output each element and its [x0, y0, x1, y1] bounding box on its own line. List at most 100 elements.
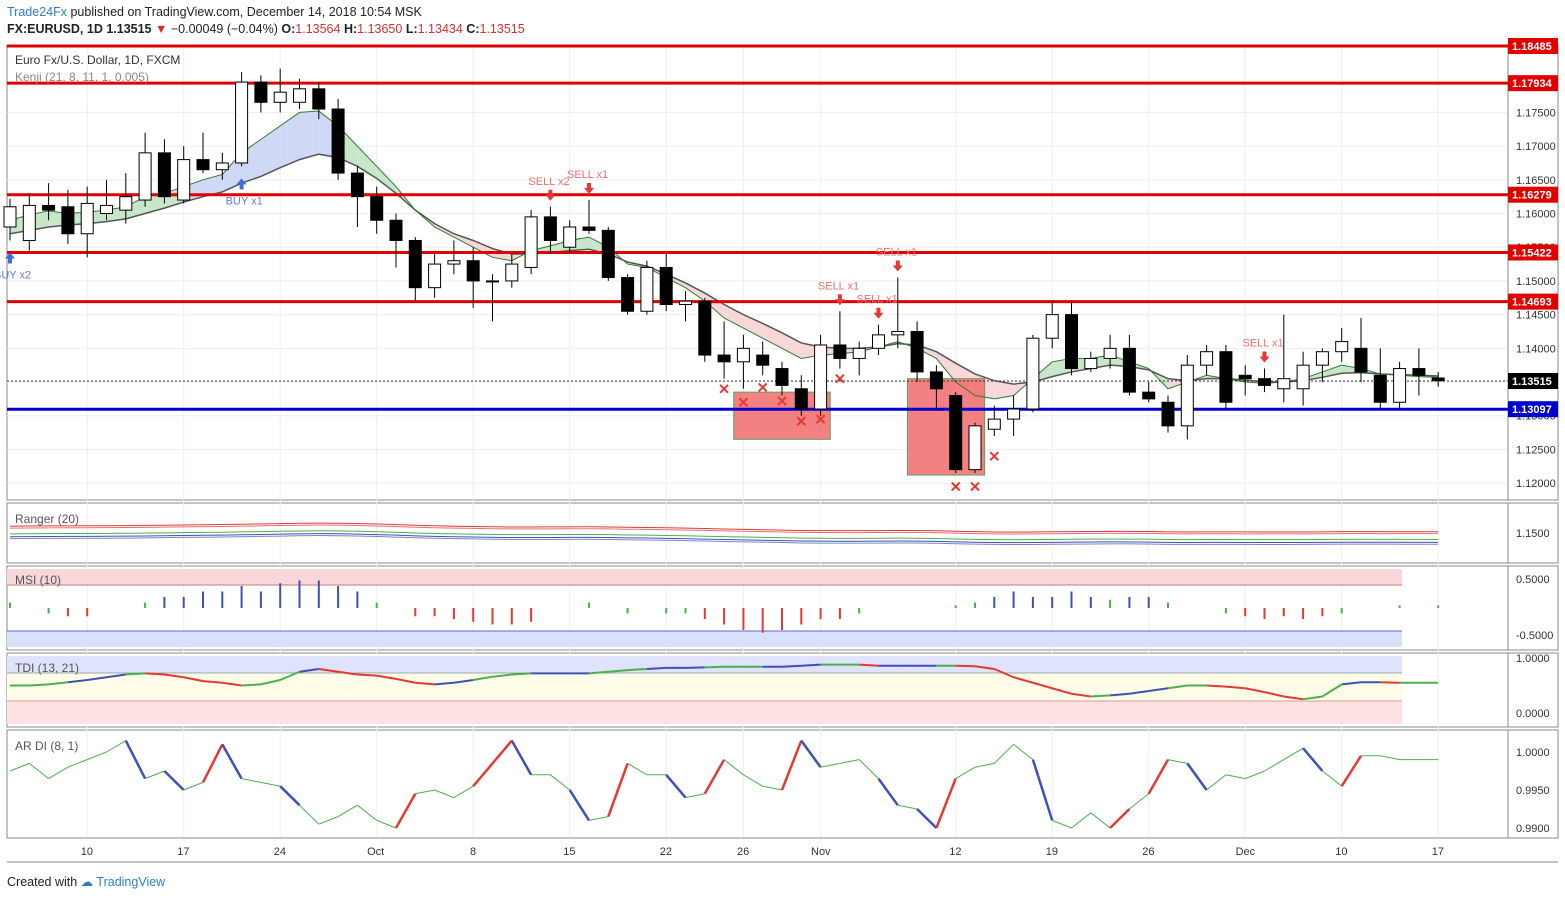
ardi-line-segment	[1090, 812, 1111, 829]
tdi-line-segment	[1302, 695, 1323, 701]
tdi-line-segment	[955, 664, 976, 668]
candle	[235, 81, 249, 164]
tdi-line-segment	[608, 669, 628, 673]
buy-arrow-icon	[236, 178, 247, 190]
ardi-line-segment	[9, 762, 30, 772]
level-label-box	[1508, 244, 1558, 261]
candle	[1026, 337, 1040, 410]
candle	[891, 330, 905, 336]
kenji-band	[994, 380, 1014, 399]
kenji-band	[762, 323, 782, 349]
tdi-line-segment	[1264, 691, 1285, 698]
ardi-line-segment	[762, 785, 783, 791]
tdi-line-segment	[260, 679, 281, 686]
candle	[177, 159, 191, 201]
y-tick-label: 1.14000	[1516, 343, 1556, 355]
kenji-slow-line	[9, 153, 1439, 385]
ardi-line-segment	[434, 789, 455, 799]
candle	[1142, 391, 1156, 400]
candle	[1045, 314, 1059, 339]
candle	[1161, 401, 1175, 427]
x-tick-label: 17	[1432, 846, 1444, 858]
candle	[350, 172, 364, 198]
kenji-band	[724, 304, 744, 329]
ardi-line-segment	[588, 816, 609, 821]
tdi-line-segment	[646, 666, 667, 670]
candle	[524, 216, 538, 268]
author-name[interactable]: Trade24Fx	[7, 5, 67, 19]
tdi-line-segment	[376, 674, 397, 680]
candle	[717, 354, 731, 363]
ardi-line-segment	[415, 789, 435, 795]
tdi-line-segment	[1341, 681, 1362, 686]
level-label-box	[1508, 401, 1558, 418]
y-tick-label: 1.15000	[1516, 276, 1556, 288]
msi-band-upper	[7, 569, 1402, 585]
kenji-band	[704, 293, 725, 318]
tradingview-logo-icon[interactable]: ☁	[80, 875, 94, 889]
tdi-line-segment	[588, 670, 609, 675]
last-price-box	[1508, 373, 1558, 390]
y-tick-label: 0.9900	[1516, 823, 1550, 835]
buy-arrow-icon	[5, 252, 15, 264]
ardi-line-segment	[106, 740, 127, 753]
cross-marker	[970, 481, 980, 492]
tdi-line-segment	[685, 666, 705, 669]
footer-brand[interactable]: TradingView	[96, 875, 166, 889]
ardi-line-segment	[1302, 747, 1324, 772]
ardi-line-segment	[48, 766, 69, 780]
tdi-line-segment	[299, 668, 319, 673]
tdi-line-segment	[415, 681, 435, 686]
tdi-line-segment	[357, 673, 377, 677]
ardi-line-segment	[993, 744, 1014, 764]
x-tick-label: 12	[949, 846, 961, 858]
kenji-band	[260, 125, 281, 177]
cross-marker	[719, 384, 729, 394]
ardi-line-segment	[743, 774, 763, 787]
pane-border	[6, 502, 1559, 564]
candle	[428, 263, 442, 289]
x-tick-label: 26	[737, 846, 749, 858]
candle	[659, 266, 673, 306]
tdi-line-segment	[1321, 683, 1343, 698]
ardi-line-segment	[67, 759, 88, 768]
ranger-lower-line	[9, 533, 1439, 544]
tdi-line-segment	[859, 663, 879, 667]
tdi-line-segment	[1225, 685, 1246, 690]
cross-marker	[950, 481, 961, 492]
tdi-line-segment	[395, 677, 416, 684]
pane-border	[6, 565, 1559, 651]
x-tick-label: 15	[563, 846, 575, 858]
tdi-line-segment	[279, 670, 300, 681]
tdi-line-segment	[87, 676, 107, 681]
y-tick-label: 1.17000	[1516, 141, 1556, 153]
tdi-line-segment	[704, 665, 725, 669]
ardi-line-segment	[820, 762, 840, 768]
kenji-band	[357, 146, 377, 179]
signal-label: SELL x1	[1243, 338, 1284, 350]
y-tick-label: -0.5000	[1516, 630, 1553, 642]
ardi-line-segment	[723, 759, 744, 776]
candle	[852, 347, 866, 359]
ardi-line-segment	[279, 785, 301, 807]
candle	[370, 196, 384, 221]
tdi-line-segment	[145, 672, 165, 676]
candle	[621, 277, 635, 312]
candle	[1412, 368, 1426, 376]
cross-marker	[835, 373, 845, 384]
candle	[466, 260, 480, 282]
tdi-line-segment	[1090, 694, 1111, 698]
cross-marker	[757, 382, 768, 393]
ardi-line-segment	[510, 739, 533, 776]
candle	[486, 280, 499, 283]
ardi-line-segment	[1186, 762, 1208, 791]
ardi-line-segment	[568, 789, 591, 822]
candle	[601, 229, 615, 279]
x-tick-label: 22	[660, 846, 672, 858]
tdi-line-segment	[125, 672, 146, 676]
close-label: C:	[466, 22, 480, 36]
pane-border	[6, 729, 1559, 839]
level-label-box	[1508, 186, 1558, 203]
candle	[987, 418, 1001, 430]
